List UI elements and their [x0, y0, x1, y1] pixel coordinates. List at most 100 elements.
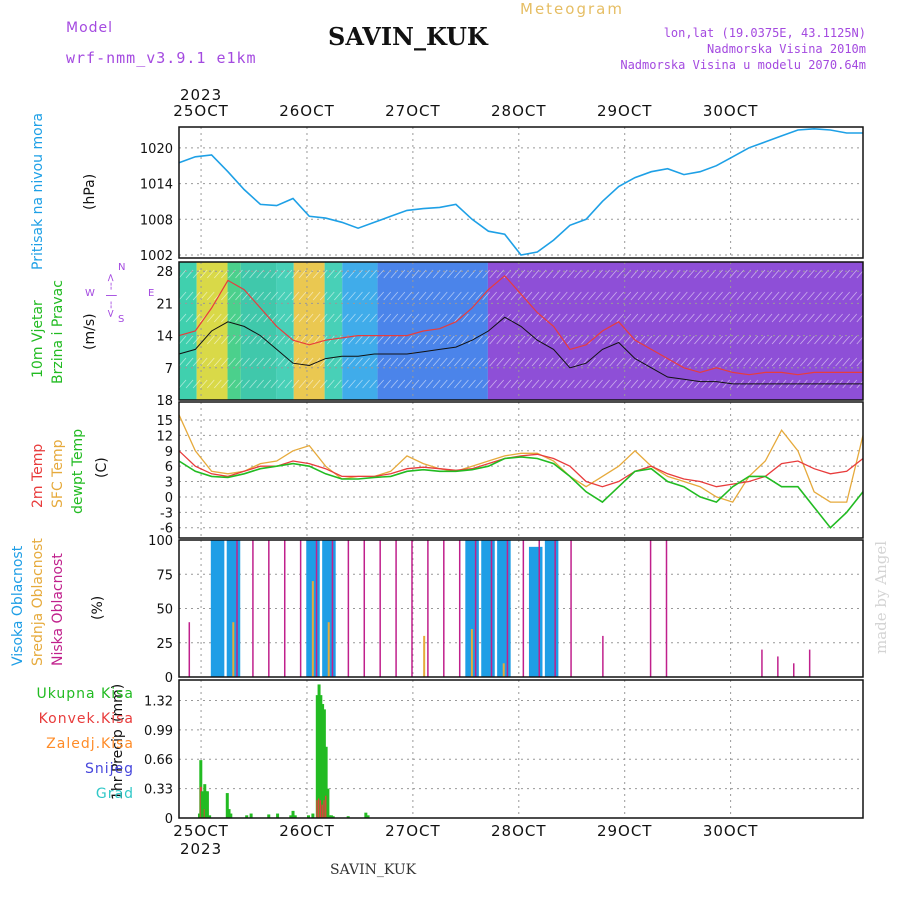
wind-barb	[362, 357, 370, 367]
wind-barb	[545, 291, 554, 301]
wind-barb	[567, 357, 575, 367]
wind-barb	[214, 379, 222, 389]
wind-barb	[298, 291, 307, 301]
wind-barb	[256, 291, 264, 301]
wind-barb	[616, 291, 625, 301]
low-cloud-bar	[347, 540, 350, 677]
wind-barb	[503, 291, 512, 301]
panel-frame-2	[178, 401, 864, 539]
wind-barb	[390, 335, 399, 345]
wind-barb	[242, 269, 250, 279]
wind-barb	[221, 313, 229, 323]
wind-barb	[192, 357, 201, 367]
wind-barb	[404, 313, 413, 323]
wind-barb	[708, 291, 716, 301]
wind-barb	[475, 335, 483, 345]
y-tick-label: 3	[165, 476, 173, 491]
y-tick-label: 18	[156, 394, 173, 409]
wind-barb	[800, 335, 808, 345]
precip-bar	[322, 709, 326, 818]
wind-barb	[828, 313, 836, 323]
low-cloud-bar	[761, 649, 763, 677]
wind-barb	[651, 357, 660, 367]
wind-barb	[602, 313, 610, 323]
precip-conv-bar	[321, 804, 324, 818]
wind-barb	[637, 379, 646, 389]
high-cloud-bar	[528, 546, 543, 677]
wind-barb	[319, 357, 328, 367]
top-year-label: 2023	[180, 86, 222, 104]
wind-barb	[567, 379, 575, 389]
wind-barb	[680, 291, 688, 301]
panel-frame-4	[178, 679, 864, 819]
wind-barb	[475, 379, 483, 389]
wind-barb	[178, 313, 187, 323]
wind-barb	[828, 357, 836, 367]
legend-total-rain: Ukupna Kisa	[36, 686, 134, 702]
wind-barb	[658, 291, 667, 301]
wind-barb	[757, 335, 766, 345]
wind-barb	[447, 269, 455, 279]
wind-barb	[319, 379, 328, 389]
wind-band-2	[227, 262, 241, 400]
wind-barb	[708, 357, 716, 367]
wind-barb	[694, 335, 702, 345]
wind-barb	[764, 357, 773, 367]
wind-barb	[369, 291, 377, 301]
wind-barb	[778, 291, 787, 301]
wind-barb	[736, 269, 745, 279]
wind-speed-line	[178, 316, 863, 385]
wind-barb	[842, 357, 851, 367]
y-tick-label: 1014	[140, 178, 173, 193]
wind-barb	[680, 379, 688, 389]
wind-barb	[362, 291, 370, 301]
precip-bar	[317, 684, 321, 818]
wind-barb	[729, 269, 738, 279]
panel-frame-1	[178, 261, 864, 401]
wind-barb	[425, 313, 434, 323]
wind-barb	[496, 335, 505, 345]
wind-barb	[369, 269, 377, 279]
wind-barb	[369, 335, 377, 345]
panel-frame-3	[178, 539, 864, 678]
wind-barb	[362, 335, 370, 345]
wind-barb	[334, 357, 342, 367]
wind-barb	[567, 313, 575, 323]
wind-barb	[404, 357, 413, 367]
precip-conv-bar	[318, 798, 321, 818]
wind-barb	[489, 269, 497, 279]
wind-barb	[531, 269, 540, 279]
wind-barb	[771, 335, 780, 345]
wind-barb	[411, 269, 420, 279]
wind-barb	[602, 357, 610, 367]
wind-barb	[284, 357, 293, 367]
wind-barb	[595, 357, 603, 367]
precip-bar	[331, 816, 335, 818]
wind-barb	[616, 357, 625, 367]
wind-barb	[277, 379, 286, 389]
wind-barb	[672, 269, 681, 279]
wind-barb	[192, 379, 201, 389]
wind-barb	[609, 379, 618, 389]
wind-barb	[390, 357, 399, 367]
wind-barb	[736, 291, 745, 301]
wind-barb	[383, 379, 392, 389]
wind-barb	[496, 291, 505, 301]
wind-barb	[849, 357, 858, 367]
dewpt-line	[178, 456, 864, 529]
wind-barb	[694, 269, 702, 279]
wind-barb	[694, 357, 702, 367]
wind-barb	[439, 335, 448, 345]
precip-bar	[366, 815, 370, 818]
wind-barb	[228, 313, 236, 323]
wind-barb	[602, 269, 610, 279]
wind-barb	[425, 357, 434, 367]
wind-barb	[510, 335, 519, 345]
wind-barb	[849, 335, 858, 345]
y-tick-label: 0.99	[144, 724, 173, 739]
wind-barb	[552, 313, 561, 323]
wind-barb	[785, 357, 794, 367]
wind-barb	[687, 335, 695, 345]
wind-barb	[482, 379, 490, 389]
wind-barb	[447, 357, 455, 367]
